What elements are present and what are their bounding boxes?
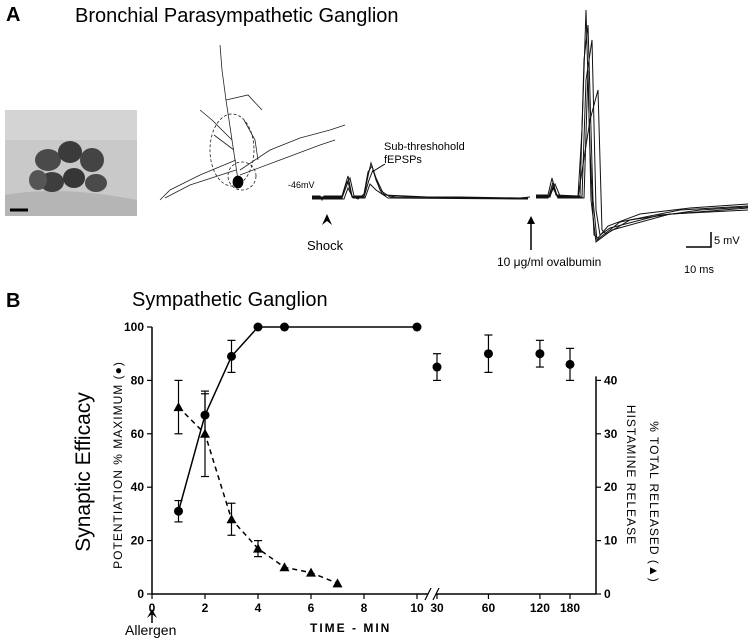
data-point-triangle xyxy=(226,514,237,524)
subthreshold-label-2: fEPSPs xyxy=(384,154,422,166)
data-point-circle xyxy=(483,349,493,359)
left-tick-label: 40 xyxy=(131,480,145,494)
trace-pre xyxy=(312,161,531,202)
data-point-circle xyxy=(432,362,442,372)
ganglion-micrograph xyxy=(5,110,137,216)
panel-a-letter: A xyxy=(6,4,21,26)
data-point-triangle xyxy=(200,428,210,438)
x-tick-label: 6 xyxy=(308,601,315,615)
data-point-triangle xyxy=(279,562,290,572)
data-point-circle xyxy=(253,322,263,332)
data-point-circle xyxy=(412,322,422,332)
data-point-triangle xyxy=(173,402,184,412)
left-tick-label: 60 xyxy=(131,427,145,441)
scale-voltage-label: 5 mV xyxy=(714,235,740,247)
x-tick-label: 4 xyxy=(255,601,262,615)
neuron-tracing xyxy=(159,44,346,201)
right-tick-label: 0 xyxy=(604,587,611,601)
x-tick-label: 10 xyxy=(410,601,424,615)
scale-time-label: 10 ms xyxy=(684,264,714,276)
data-point-circle xyxy=(565,359,575,369)
left-tick-label: 0 xyxy=(137,587,144,601)
data-point-circle xyxy=(227,351,236,361)
left-tick-label: 20 xyxy=(131,534,145,548)
x-tick-label: 30 xyxy=(430,601,444,615)
x-tick-label: 2 xyxy=(202,601,209,615)
panel-b-title: Sympathetic Ganglion xyxy=(132,289,328,311)
allergen-arrow-head xyxy=(147,609,157,618)
data-point-triangle xyxy=(253,543,263,553)
data-point-triangle xyxy=(332,578,343,588)
x-tick-label: 120 xyxy=(530,601,550,615)
x-tick-label: 60 xyxy=(482,601,496,615)
left-tick-label: 100 xyxy=(124,320,144,334)
panel-b-letter: B xyxy=(6,290,21,312)
axis-break-mark xyxy=(432,587,440,601)
x-tick-label: 0 xyxy=(149,601,156,615)
fepsp-pointer xyxy=(371,163,386,173)
data-point-triangle xyxy=(306,567,316,577)
ovalbumin-arrow xyxy=(527,216,535,250)
subthreshold-label-1: Sub-threshohold xyxy=(384,141,465,153)
data-point-circle xyxy=(280,322,289,332)
right-tick-label: 40 xyxy=(604,373,618,387)
scale-bar xyxy=(686,232,712,248)
x-tick-label: 180 xyxy=(560,601,580,615)
shock-label: Shock xyxy=(307,238,344,253)
series-line xyxy=(177,326,417,512)
resting-potential-label: -46mV xyxy=(288,180,315,190)
x-tick-label: 8 xyxy=(361,601,368,615)
right-tick-label: 10 xyxy=(604,534,618,548)
x-axis-label: TIME - MIN xyxy=(310,621,392,635)
panel-a-title: Bronchial Parasympathetic Ganglion xyxy=(75,5,399,27)
right-tick-label: 20 xyxy=(604,480,618,494)
right-tick-label: 30 xyxy=(604,427,618,441)
axis-break-mark xyxy=(424,587,432,601)
series-0 xyxy=(174,322,422,523)
series-1 xyxy=(432,334,575,381)
allergen-label: Allergen xyxy=(125,622,177,638)
series-2 xyxy=(173,379,343,588)
left-tick-label: 80 xyxy=(131,373,145,387)
shock-arrow xyxy=(322,214,332,225)
data-point-circle xyxy=(535,349,545,359)
trace-post xyxy=(536,9,749,243)
data-point-circle xyxy=(174,506,183,516)
ovalbumin-label: 10 μg/ml ovalbumin xyxy=(497,255,602,269)
